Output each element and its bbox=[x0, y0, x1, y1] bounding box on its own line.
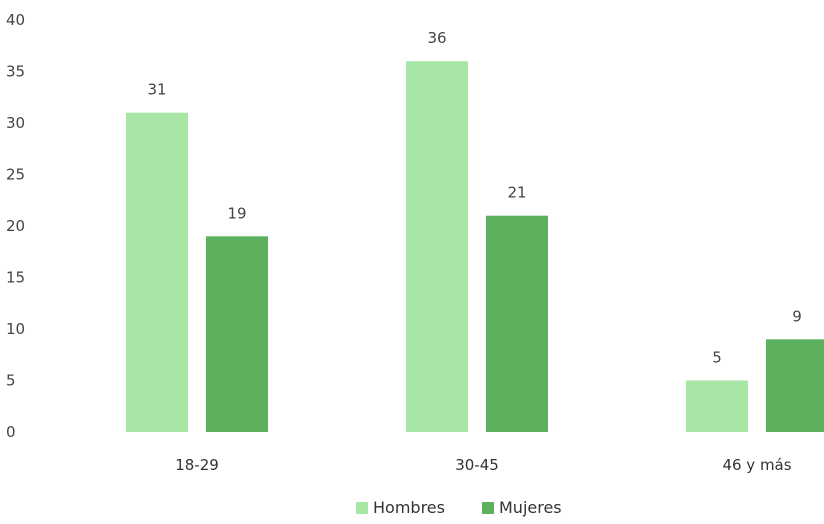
legend-swatch-mujeres bbox=[482, 502, 494, 514]
legend-label-mujeres: Mujeres bbox=[499, 498, 562, 517]
data-label-mujeres-0: 19 bbox=[227, 204, 246, 222]
y-tick-label: 25 bbox=[6, 166, 25, 184]
y-tick-label: 5 bbox=[6, 372, 16, 390]
y-axis-tick-labels: 0 5 10 15 20 25 30 35 40 bbox=[6, 11, 25, 441]
x-axis-tick-labels: 18-29 30-45 46 y más bbox=[175, 456, 792, 474]
bar-mujeres-1 bbox=[486, 215, 548, 432]
data-label-mujeres-1: 21 bbox=[507, 184, 526, 202]
data-label-hombres-0: 31 bbox=[147, 81, 166, 99]
bars-group bbox=[126, 61, 824, 432]
bar-mujeres-2 bbox=[766, 339, 824, 432]
legend-label-hombres: Hombres bbox=[373, 498, 445, 517]
x-tick-label: 18-29 bbox=[175, 456, 219, 474]
bar-hombres-1 bbox=[406, 61, 468, 432]
x-tick-label: 30-45 bbox=[455, 456, 499, 474]
y-tick-label: 10 bbox=[6, 320, 25, 338]
data-label-hombres-1: 36 bbox=[427, 29, 446, 47]
bar-hombres-2 bbox=[686, 380, 748, 432]
x-tick-label: 46 y más bbox=[722, 456, 791, 474]
data-label-mujeres-2: 9 bbox=[792, 307, 802, 325]
bar-mujeres-0 bbox=[206, 236, 268, 432]
y-tick-label: 0 bbox=[6, 423, 16, 441]
y-tick-label: 35 bbox=[6, 63, 25, 81]
bar-hombres-0 bbox=[126, 112, 188, 432]
y-tick-label: 40 bbox=[6, 11, 25, 29]
y-tick-label: 20 bbox=[6, 217, 25, 235]
legend-swatch-hombres bbox=[356, 502, 368, 514]
y-tick-label: 30 bbox=[6, 114, 25, 132]
legend: Hombres Mujeres bbox=[356, 498, 562, 517]
data-label-hombres-2: 5 bbox=[712, 349, 722, 367]
data-labels-group: 31 19 36 21 5 9 bbox=[147, 29, 801, 366]
y-tick-label: 15 bbox=[6, 269, 25, 287]
